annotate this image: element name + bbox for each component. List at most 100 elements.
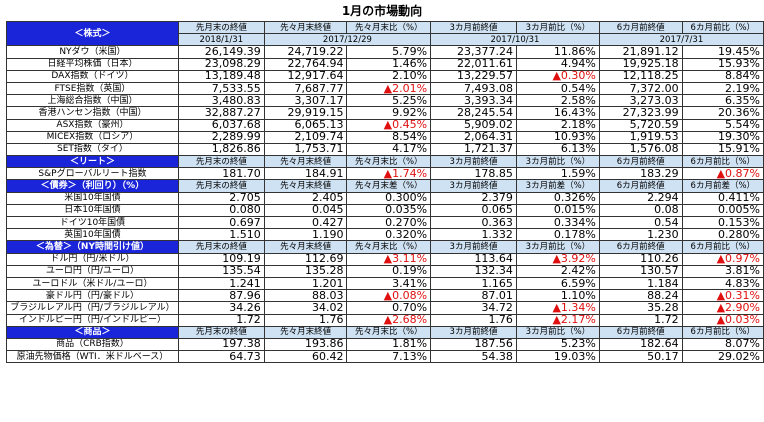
market-table: ＜株式＞ 先月末の終値 先々月末終値 先々月末比（%） 3カ月前終値 3カ月前比（%） 6カ…	[6, 20, 764, 364]
value-cell: 3,393.34	[430, 94, 517, 108]
value-cell: 0.065	[430, 203, 517, 218]
value-cell: 2.58%	[515, 94, 600, 108]
value-cell: 2.10%	[346, 69, 432, 83]
value-cell: 6,065.13	[263, 118, 348, 132]
column-header: 先々月末比（%）	[346, 325, 432, 339]
value-cell: 34.26	[177, 301, 265, 315]
value-cell: 5.25%	[346, 94, 432, 108]
value-cell: 1.184	[598, 276, 683, 291]
column-header: 3カ月前比（%）	[515, 20, 600, 35]
date-header: 2017/10/31	[430, 33, 600, 47]
value-cell: 12,917.64	[263, 69, 348, 83]
value-cell: 87.01	[430, 289, 517, 303]
value-cell: 113.64	[430, 252, 517, 266]
value-cell: 1,919.53	[598, 130, 683, 144]
value-cell: 4.83%	[681, 276, 764, 291]
table-row: S&Pグローバルリート指数 181.70 184.91 ▲1.74% 178.85 1.5…	[6, 167, 764, 181]
column-header: 先月末の終値	[177, 325, 265, 339]
value-cell: 2.379	[430, 191, 517, 205]
row-label: ユーロ円（円/ユーロ）	[6, 264, 179, 278]
value-cell: 1.510	[177, 228, 265, 242]
table-row: 商品（CRB指数） 197.38 193.86 1.81% 187.56 5.23% 182…	[6, 337, 764, 352]
value-cell: 1.332	[430, 228, 517, 242]
table-row: SET指数（タイ） 1,826.86 1,753.71 4.17% 1,721.37 6.…	[6, 142, 764, 157]
column-header: 3カ月前比（%）	[515, 325, 600, 339]
column-header: 先々月末終値	[263, 155, 348, 169]
row-label: インドルピー円（円/インドルピー）	[6, 313, 179, 327]
value-cell: 23,377.24	[430, 45, 517, 59]
value-cell: 60.42	[263, 350, 348, 364]
section-header-row: ＜商品＞ 先月末の終値 先々月末終値 先々月末比（%） 3カ月前終値 3カ月前比（%） 6カ…	[6, 325, 764, 339]
row-label: 原油先物価格（WTI．米ドルベース）	[6, 350, 179, 364]
value-cell: 0.54	[598, 215, 683, 230]
value-cell: 87.96	[177, 289, 265, 303]
column-header: 先々月末比（%）	[346, 20, 432, 35]
value-cell: 7.13%	[346, 350, 432, 364]
value-cell: 32,887.27	[177, 106, 265, 120]
value-cell: 15.93%	[681, 57, 764, 71]
value-cell: 1.81%	[346, 337, 432, 352]
value-cell: ▲0.87%	[681, 167, 764, 181]
column-header: 6カ月前比（%）	[681, 20, 764, 35]
value-cell: ▲0.45%	[346, 118, 432, 132]
column-header: 6カ月前終値	[598, 20, 683, 35]
value-cell: 2.705	[177, 191, 265, 205]
value-cell: 0.334%	[515, 215, 600, 230]
value-cell: 6.35%	[681, 94, 764, 108]
row-label: ドイツ10年国債	[6, 215, 179, 230]
value-cell: 26,149.39	[177, 45, 265, 59]
table-row: ユーロ円（円/ユーロ） 135.54 135.28 0.19% 132.34 2.42% 1…	[6, 264, 764, 278]
row-label: MICEX指数（ロシア）	[6, 130, 179, 144]
row-label: 香港ハンセン指数（中国）	[6, 106, 179, 120]
value-cell: 5,909.02	[430, 118, 517, 132]
date-header: 2017/12/29	[263, 33, 432, 47]
column-header: 6カ月前差（%）	[681, 179, 764, 193]
value-cell: 7,687.77	[263, 81, 348, 96]
value-cell: 193.86	[263, 337, 348, 352]
row-label: 日経平均株価（日本）	[6, 57, 179, 71]
value-cell: 3,480.83	[177, 94, 265, 108]
column-header: 先月末の終値	[177, 240, 265, 254]
value-cell: 135.28	[263, 264, 348, 278]
column-header: 先々月末比（%）	[346, 240, 432, 254]
value-cell: 19,925.18	[598, 57, 683, 71]
value-cell: 0.300%	[346, 191, 432, 205]
value-cell: 3,307.17	[263, 94, 348, 108]
column-header: 先月末の終値	[177, 20, 265, 35]
column-header: 6カ月前終値	[598, 325, 683, 339]
value-cell: ▲0.31%	[681, 289, 764, 303]
value-cell: 4.17%	[346, 142, 432, 157]
column-header: 3カ月前終値	[430, 179, 517, 193]
value-cell: 4.94%	[515, 57, 600, 71]
value-cell: 0.08	[598, 203, 683, 218]
value-cell: 6,037.68	[177, 118, 265, 132]
value-cell: 34.72	[430, 301, 517, 315]
value-cell: 2.18%	[515, 118, 600, 132]
column-header: 3カ月前比（%）	[515, 240, 600, 254]
section-title: ＜リート＞	[6, 155, 179, 169]
table-row: 原油先物価格（WTI．米ドルベース） 64.73 60.42 7.13% 54.38 19…	[6, 350, 764, 364]
value-cell: 0.270%	[346, 215, 432, 230]
value-cell: 9.92%	[346, 106, 432, 120]
value-cell: 0.19%	[346, 264, 432, 278]
value-cell: 2.42%	[515, 264, 600, 278]
table-row: 日本10年国債 0.080 0.045 0.035% 0.065 0.015% 0.08 0.…	[6, 203, 764, 218]
row-label: 商品（CRB指数）	[6, 337, 179, 352]
value-cell: 24,719.22	[263, 45, 348, 59]
value-cell: 11.86%	[515, 45, 600, 59]
value-cell: 135.54	[177, 264, 265, 278]
row-label: 日本10年国債	[6, 203, 179, 218]
section-title: ＜商品＞	[6, 325, 179, 339]
table-row: NYダウ（米国） 26,149.39 24,719.22 5.79% 23,377.24…	[6, 45, 764, 59]
column-header: 先々月末終値	[263, 20, 348, 35]
table-row: 上海総合指数（中国） 3,480.83 3,307.17 5.25% 3,393.34 2…	[6, 94, 764, 108]
value-cell: 21,891.12	[598, 45, 683, 59]
row-label: 上海総合指数（中国）	[6, 94, 179, 108]
row-label: NYダウ（米国）	[6, 45, 179, 59]
value-cell: 0.427	[263, 215, 348, 230]
table-row: 豪ドル円（円/豪ドル） 87.96 88.03 ▲0.08% 87.01 1.10% 88.…	[6, 289, 764, 303]
value-cell: 6.13%	[515, 142, 600, 157]
row-label: FTSE指数（英国）	[6, 81, 179, 96]
value-cell: 3,273.03	[598, 94, 683, 108]
value-cell: 7,533.55	[177, 81, 265, 96]
